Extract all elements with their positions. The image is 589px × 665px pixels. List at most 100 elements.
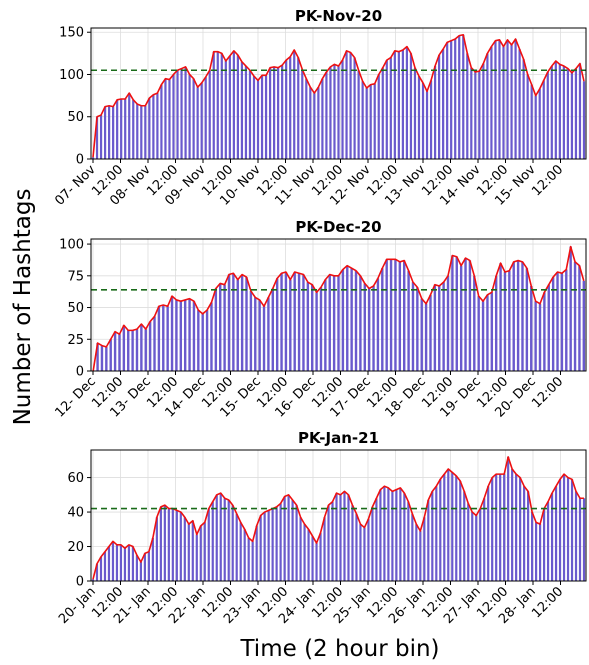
bar [144, 105, 147, 159]
bar [192, 78, 195, 159]
bar [275, 278, 279, 371]
bar [451, 255, 454, 371]
bar [455, 475, 458, 581]
bar [546, 71, 549, 159]
bar [295, 505, 298, 581]
bar [203, 522, 206, 581]
bar [207, 508, 210, 581]
bar [339, 494, 342, 581]
y-tick-label: 40 [67, 506, 84, 521]
bar [120, 98, 123, 159]
bar [147, 551, 150, 581]
bar [363, 283, 366, 371]
bar [297, 273, 301, 371]
bar [490, 46, 493, 159]
bar [521, 261, 524, 371]
bar [132, 99, 135, 159]
bar [395, 489, 398, 581]
bar [393, 50, 396, 160]
bar [487, 486, 490, 581]
bar [319, 287, 323, 371]
bar [100, 345, 104, 371]
bar [377, 74, 380, 159]
y-tick-label: 100 [59, 238, 84, 253]
bar [421, 82, 425, 159]
bar [187, 524, 190, 581]
bar [332, 275, 336, 371]
plot-frame [90, 27, 587, 160]
bar [301, 69, 304, 159]
bar [251, 541, 254, 581]
bar [152, 94, 155, 159]
bar [239, 522, 242, 581]
bar [293, 49, 296, 159]
bar [287, 494, 290, 581]
bar [427, 499, 430, 581]
bar [323, 517, 326, 581]
bar [534, 301, 537, 371]
bar [542, 80, 545, 159]
bar [516, 260, 520, 371]
bar [183, 517, 186, 581]
bar [433, 66, 437, 159]
bar [96, 343, 99, 371]
bar [317, 87, 320, 159]
bar [331, 501, 334, 581]
bar [433, 284, 437, 371]
bar [167, 508, 170, 581]
bar [451, 472, 454, 581]
bar [210, 302, 213, 371]
bar [578, 265, 581, 371]
bar [303, 524, 306, 581]
bar [454, 38, 457, 160]
bar [119, 544, 123, 581]
bar [195, 534, 198, 581]
bar [349, 52, 352, 160]
bar [215, 494, 218, 581]
plot-frame [90, 449, 587, 582]
bar [367, 518, 370, 581]
bar [95, 116, 99, 159]
bar [315, 543, 318, 581]
bar [369, 84, 372, 159]
bar [140, 105, 143, 159]
bar [409, 53, 413, 159]
x-tick-label: 12:00 [529, 162, 566, 199]
y-tick-label: 0 [76, 575, 84, 590]
bar [491, 477, 494, 581]
bar [164, 78, 167, 159]
series-line [92, 456, 584, 580]
bar [345, 50, 348, 160]
x-tick-label: 20- Jan [56, 584, 99, 627]
bar [289, 56, 292, 159]
x-tick-label: 12:00 [529, 374, 566, 411]
bar [535, 522, 538, 581]
y-tick-label: 0 [76, 365, 84, 380]
bar [99, 556, 103, 581]
bar [530, 84, 533, 159]
bar [325, 71, 328, 159]
bar [459, 265, 463, 371]
bar [224, 60, 227, 159]
bar [482, 63, 485, 159]
bar [462, 34, 465, 159]
bar [240, 61, 244, 159]
bar [333, 64, 336, 159]
bar [211, 501, 214, 581]
y-tick-label: 100 [59, 68, 84, 83]
bar [155, 517, 158, 581]
bar [470, 67, 473, 159]
bar [365, 88, 368, 159]
bar [255, 525, 258, 581]
y-tick-label: 50 [67, 301, 84, 316]
bar [578, 498, 582, 581]
bar [464, 258, 467, 371]
bar [490, 292, 494, 371]
bar [302, 274, 305, 371]
bar [248, 70, 252, 159]
bar [297, 57, 300, 160]
bar [307, 529, 310, 581]
bar [372, 285, 375, 371]
bar [367, 288, 371, 371]
